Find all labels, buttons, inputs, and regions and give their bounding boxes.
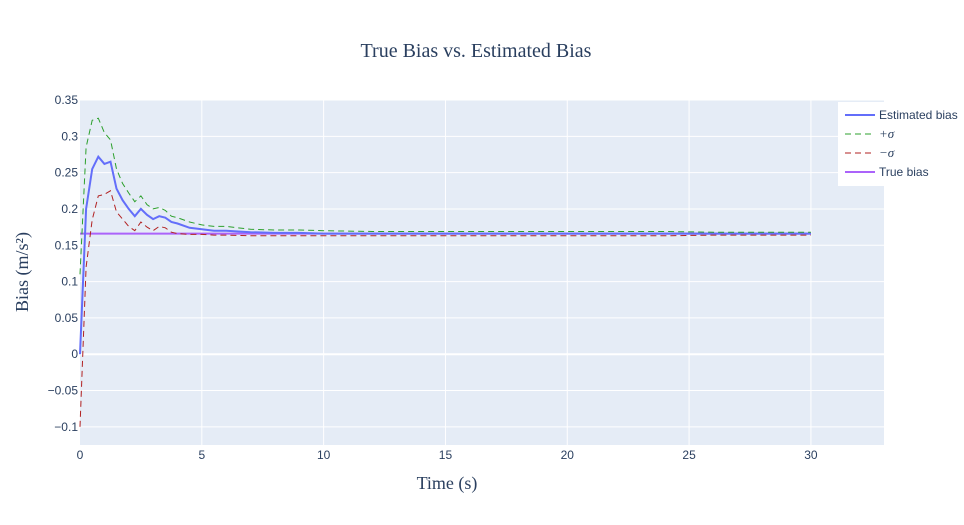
y-tick-label: 0.2 bbox=[61, 202, 78, 216]
grid bbox=[80, 99, 884, 445]
legend-label: True bias bbox=[879, 165, 929, 179]
x-tick-label: 5 bbox=[198, 448, 205, 462]
y-tick-label: 0.25 bbox=[55, 166, 79, 180]
y-tick-label: 0.15 bbox=[55, 238, 79, 252]
y-tick-label: 0.3 bbox=[61, 129, 78, 143]
series-line-estimated-bias bbox=[79, 154, 811, 355]
legend-label: +σ bbox=[879, 126, 895, 141]
chart-title: True Bias vs. Estimated Bias bbox=[361, 40, 592, 62]
legend-label: Estimated bias bbox=[879, 108, 958, 122]
plot-area bbox=[80, 100, 884, 445]
y-axis-title: Bias (m/s²) bbox=[12, 232, 33, 312]
y-tick-label: 0.35 bbox=[55, 93, 79, 107]
x-tick-label: 0 bbox=[77, 448, 84, 462]
x-tick-label: 25 bbox=[682, 448, 696, 462]
y-tick-label: 0.1 bbox=[61, 275, 78, 289]
y-tick-label: −0.05 bbox=[48, 384, 79, 398]
x-tick-label: 10 bbox=[317, 448, 331, 462]
series-line-minus-sigma bbox=[79, 190, 811, 427]
y-tick-label: 0 bbox=[71, 347, 78, 361]
x-axis-title: Time (s) bbox=[417, 473, 478, 494]
x-tick-label: 15 bbox=[439, 448, 453, 462]
series-layer bbox=[79, 117, 811, 427]
legend-label: −σ bbox=[879, 145, 895, 160]
y-tick-label: 0.05 bbox=[55, 311, 79, 325]
y-axis-ticks: −0.1 −0.05 0 0.05 0.1 0.15 0.2 0.25 0.3 0.35 bbox=[48, 93, 79, 434]
legend: Estimated bias +σ −σ True bias bbox=[838, 102, 964, 186]
y-tick-label: −0.1 bbox=[54, 420, 78, 434]
x-axis-ticks: 0 5 10 15 20 25 30 bbox=[77, 448, 818, 462]
x-tick-label: 20 bbox=[561, 448, 575, 462]
x-tick-label: 30 bbox=[804, 448, 818, 462]
series-line-plus-sigma bbox=[79, 117, 811, 275]
